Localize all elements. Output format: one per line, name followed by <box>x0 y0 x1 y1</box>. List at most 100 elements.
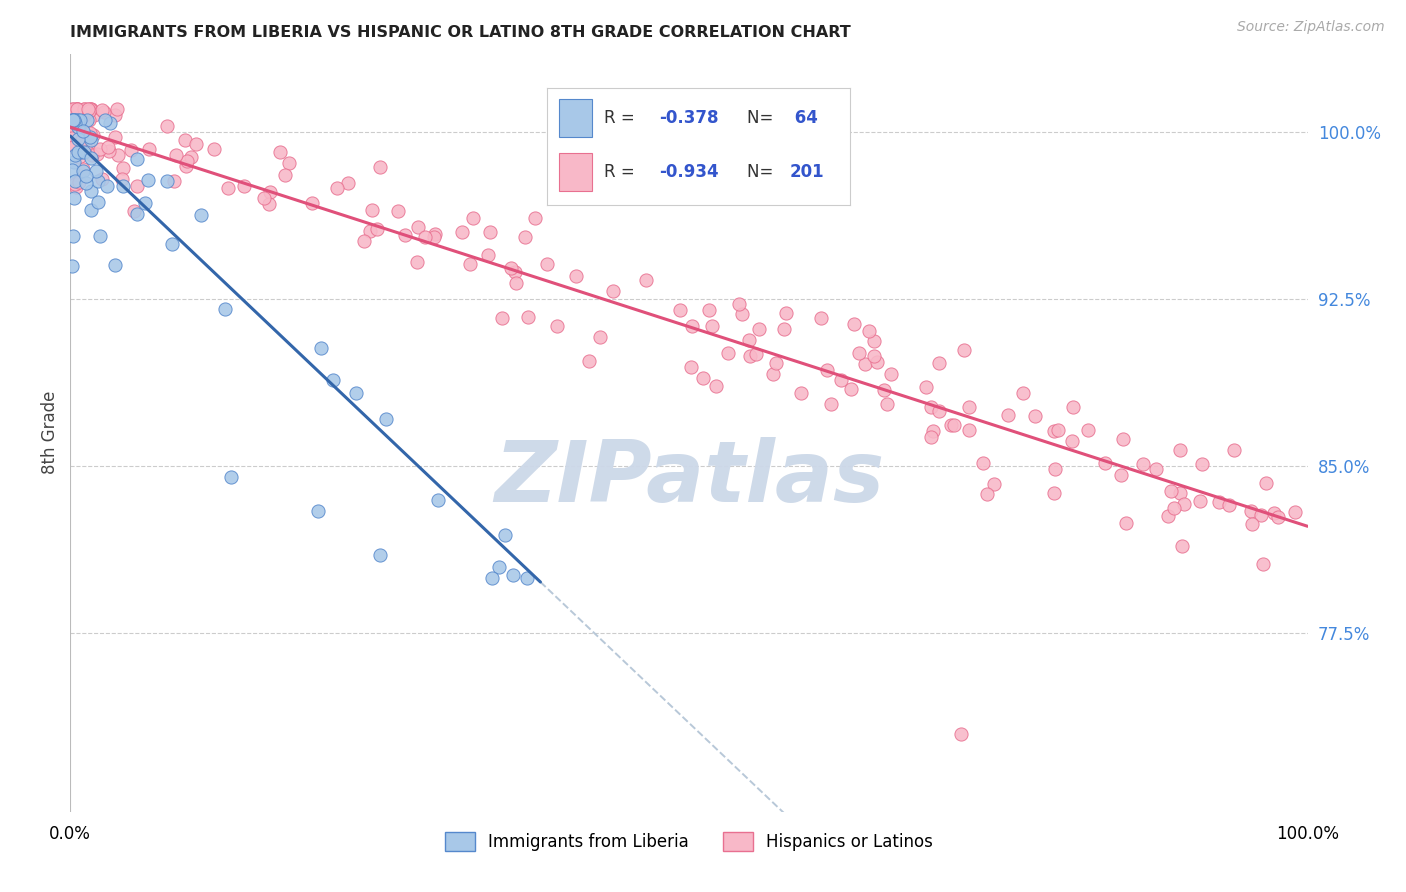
Point <box>1046 423 1069 437</box>
Point <box>60 259 83 273</box>
Point <box>63 113 86 128</box>
Point <box>65 116 87 130</box>
Point <box>125 179 148 194</box>
Point <box>731 307 754 321</box>
Point <box>69 113 91 128</box>
Point <box>1240 517 1263 532</box>
Point <box>681 318 703 333</box>
Point <box>1157 508 1180 523</box>
Point <box>997 408 1019 422</box>
Point <box>1168 443 1191 458</box>
Point <box>1171 540 1194 554</box>
Point <box>536 257 558 271</box>
Point <box>353 234 375 248</box>
Point <box>477 248 499 262</box>
Point <box>863 334 886 348</box>
Point <box>748 322 770 336</box>
Point <box>278 156 301 170</box>
Point <box>79 184 101 198</box>
Point <box>1024 409 1046 423</box>
Point <box>830 373 852 387</box>
Point <box>565 269 588 284</box>
Point <box>202 142 225 156</box>
Point <box>98 116 121 130</box>
Point <box>423 227 446 241</box>
Point <box>107 148 129 162</box>
Point <box>72 161 94 176</box>
Point <box>1077 423 1099 437</box>
Point <box>1267 510 1289 524</box>
Point <box>77 129 100 144</box>
Point <box>80 151 103 165</box>
Point <box>75 176 97 190</box>
Point <box>499 260 522 275</box>
Point <box>79 103 101 118</box>
Point <box>63 105 86 120</box>
Point <box>162 237 184 252</box>
Point <box>65 102 87 116</box>
Point <box>405 255 427 269</box>
Point <box>174 132 197 146</box>
Point <box>125 152 148 166</box>
Point <box>98 145 121 159</box>
Point <box>488 560 510 574</box>
Point <box>928 356 950 370</box>
Text: Source: ZipAtlas.com: Source: ZipAtlas.com <box>1237 20 1385 34</box>
Point <box>105 102 128 116</box>
Point <box>1163 500 1185 515</box>
Point <box>1042 424 1064 438</box>
Point <box>738 349 761 363</box>
Point <box>738 333 761 347</box>
Point <box>72 107 94 121</box>
Point <box>65 177 87 191</box>
Point <box>359 224 381 238</box>
Point <box>461 211 484 225</box>
Point <box>273 168 295 182</box>
Point <box>63 113 86 128</box>
Point <box>80 102 103 116</box>
Point <box>112 161 135 175</box>
Point <box>1132 457 1154 471</box>
Point <box>706 378 728 392</box>
Point <box>636 272 658 286</box>
Point <box>67 102 90 116</box>
Point <box>853 357 876 371</box>
Point <box>928 403 950 417</box>
Point <box>1263 506 1285 520</box>
Point <box>921 425 943 439</box>
Point <box>104 258 127 272</box>
Point <box>943 418 966 433</box>
Point <box>82 128 104 142</box>
Point <box>745 347 768 361</box>
Point <box>326 180 349 194</box>
Point <box>976 487 998 501</box>
Point <box>67 120 90 135</box>
Point <box>127 207 149 221</box>
Y-axis label: 8th Grade: 8th Grade <box>41 391 59 475</box>
Point <box>80 132 103 146</box>
Point <box>165 148 187 162</box>
Point <box>253 191 276 205</box>
Point <box>77 102 100 116</box>
Point <box>815 362 838 376</box>
Point <box>60 102 83 116</box>
Point <box>79 130 101 145</box>
Point <box>79 126 101 140</box>
Point <box>589 330 612 344</box>
Point <box>60 114 83 128</box>
Point <box>156 173 179 187</box>
Point <box>89 229 111 244</box>
Point <box>87 174 110 188</box>
Point <box>668 303 690 318</box>
Point <box>1189 493 1212 508</box>
Point <box>344 385 367 400</box>
Point <box>60 124 83 138</box>
Point <box>62 113 84 128</box>
Point <box>62 228 84 243</box>
Point <box>1284 505 1306 519</box>
Point <box>96 178 118 193</box>
Point <box>72 164 94 178</box>
Point <box>93 113 115 128</box>
Point <box>90 103 112 118</box>
Point <box>190 208 212 222</box>
